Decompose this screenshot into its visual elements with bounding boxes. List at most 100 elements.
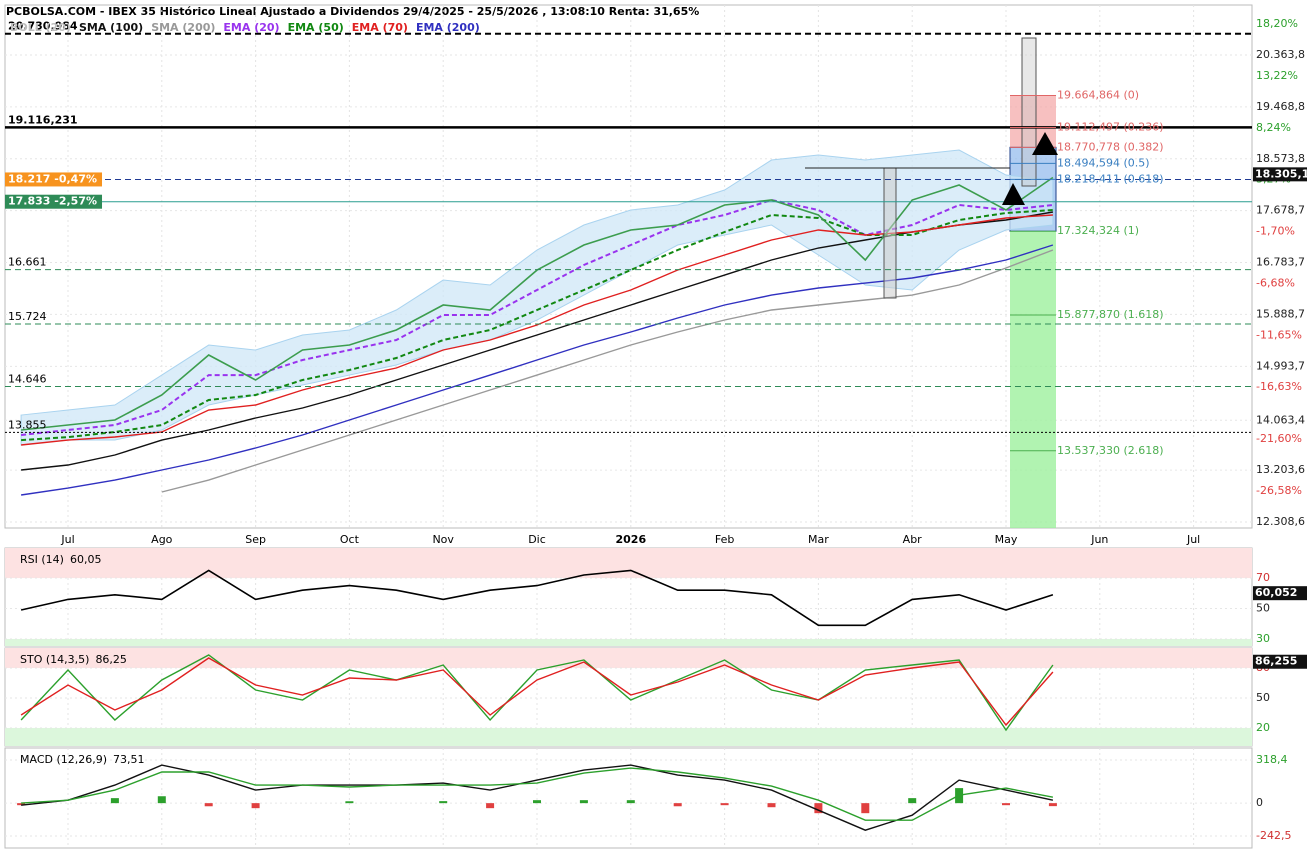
- last-value-tag: [1253, 654, 1307, 669]
- histogram-bar: [861, 803, 870, 814]
- last-value-label: 18.305,1: [1255, 167, 1307, 180]
- y-tick-label: 12.308,6: [1256, 515, 1305, 528]
- y-tick-label: 19.468,8: [1256, 100, 1305, 113]
- fib-label: 19.112,497 (0.236): [1057, 121, 1164, 134]
- level-label: 13.855: [8, 418, 47, 431]
- x-tick-label: Nov: [432, 533, 454, 546]
- panel-value: 60,05: [70, 553, 102, 566]
- oversold-zone: [5, 638, 1252, 646]
- legend-entry: EMA (70): [352, 21, 408, 34]
- level-label: 15.724: [8, 310, 47, 323]
- histogram-bar: [1002, 803, 1010, 806]
- y-tick-label: 50: [1256, 691, 1270, 704]
- legend-entry: BOLL (20): [10, 21, 71, 34]
- level-label: 19.116,231: [8, 113, 78, 126]
- legend-entry: SMA (100): [79, 21, 143, 34]
- y-tick-label: 70: [1256, 571, 1270, 584]
- histogram-bar: [486, 803, 495, 809]
- histogram-bar: [908, 798, 917, 804]
- y-tick-label: 18.573,8: [1256, 152, 1305, 165]
- histogram-bar: [533, 800, 541, 804]
- histogram-bar: [720, 803, 729, 806]
- last-value-label: 60,052: [1255, 586, 1297, 599]
- histogram-bar: [110, 798, 119, 804]
- indicator-line: [21, 214, 1053, 446]
- y2-tick-label: -26,58%: [1256, 484, 1302, 497]
- indicator-line: [21, 211, 1054, 471]
- drawing-box: [1021, 37, 1037, 187]
- overbought-zone: [5, 648, 1252, 668]
- x-tick-label: Feb: [715, 533, 734, 546]
- histogram-bar: [157, 796, 166, 804]
- y-tick-label: 20.363,8: [1256, 48, 1305, 61]
- histogram-bar: [1048, 803, 1057, 807]
- x-tick-label: Jul: [60, 533, 74, 546]
- y-tick-label: 16.783,7: [1256, 256, 1305, 269]
- legend-entry: EMA (200): [416, 21, 480, 34]
- y-tick-label: 50: [1256, 602, 1270, 615]
- oversold-zone: [5, 728, 1252, 746]
- x-tick-label: Sep: [245, 533, 266, 546]
- indicator-line: [20, 657, 1054, 727]
- price-line: [20, 569, 1054, 627]
- level-tag: [5, 194, 103, 209]
- fib-label: 18.770,778 (0.382): [1057, 140, 1164, 153]
- x-tick-label: May: [995, 533, 1018, 546]
- y-tick-label: 15.888,7: [1256, 307, 1305, 320]
- panel-value: 73,51: [113, 753, 145, 766]
- y2-tick-label: 13,22%: [1256, 69, 1298, 82]
- y-tick-label: 30: [1256, 632, 1270, 645]
- y-tick-label: 17.678,7: [1256, 204, 1305, 217]
- x-tick-label: Ago: [151, 533, 173, 546]
- indicator-line: [21, 209, 1053, 442]
- fib-zone: [1010, 231, 1056, 528]
- legend-entry: EMA (50): [288, 21, 344, 34]
- y-tick-label: 20: [1256, 721, 1270, 734]
- level-label: 14.646: [8, 372, 47, 385]
- legend-entry: EMA (20): [223, 21, 279, 34]
- x-tick-label: Abr: [903, 533, 923, 546]
- overbought-zone: [5, 548, 1252, 579]
- y2-tick-label: -6,68%: [1256, 276, 1295, 289]
- y-tick-label: 0: [1256, 796, 1263, 809]
- fib-label: 19.664,864 (0): [1057, 89, 1139, 102]
- y2-tick-label: 18,20%: [1256, 17, 1298, 30]
- last-value-tag: [1253, 167, 1307, 182]
- x-tick-label: Mar: [808, 533, 829, 546]
- histogram-bar: [579, 800, 588, 804]
- x-tick-label: Dic: [528, 533, 546, 546]
- histogram-bar: [251, 803, 260, 809]
- y-tick-label: 13.203,6: [1256, 463, 1305, 476]
- panel-label: RSI (14): [20, 553, 64, 566]
- y-tick-label: 14.993,7: [1256, 359, 1305, 372]
- indicator-line: [20, 198, 1054, 436]
- level-label: 20.730,984: [8, 20, 78, 33]
- drawing-triangle: [1032, 132, 1058, 155]
- level-label: 16.661: [8, 256, 47, 269]
- x-tick-label: 2026: [615, 533, 646, 546]
- y2-tick-label: -16,63%: [1256, 380, 1302, 393]
- last-value-tag: [1253, 586, 1307, 601]
- histogram-bar: [814, 803, 823, 814]
- histogram-bar: [204, 803, 213, 807]
- fib-label: 13.537,330 (2.618): [1057, 444, 1164, 457]
- fib-label: 18.494,594 (0.5): [1057, 156, 1150, 169]
- histogram-bar: [439, 801, 448, 804]
- panel-label: STO (14,3,5): [20, 653, 89, 666]
- indicator-line: [20, 244, 1054, 496]
- panel-value: 86,25: [95, 653, 127, 666]
- bollinger-band: [20, 149, 1054, 446]
- histogram-bar: [626, 800, 635, 804]
- y2-tick-label: 8,24%: [1256, 121, 1291, 134]
- y2-tick-label: -11,65%: [1256, 328, 1302, 341]
- drawing-triangle: [1002, 183, 1025, 205]
- level-tag: [5, 172, 103, 187]
- indicator-line: [20, 654, 1054, 732]
- fib-label: 17.324,324 (1): [1057, 224, 1139, 237]
- x-tick-label: Jun: [1090, 533, 1108, 546]
- chart-title: PCBOLSA.COM - IBEX 35 Histórico Lineal A…: [6, 5, 699, 18]
- indicator-line: [21, 767, 1054, 821]
- y2-tick-label: -1,70%: [1256, 225, 1295, 238]
